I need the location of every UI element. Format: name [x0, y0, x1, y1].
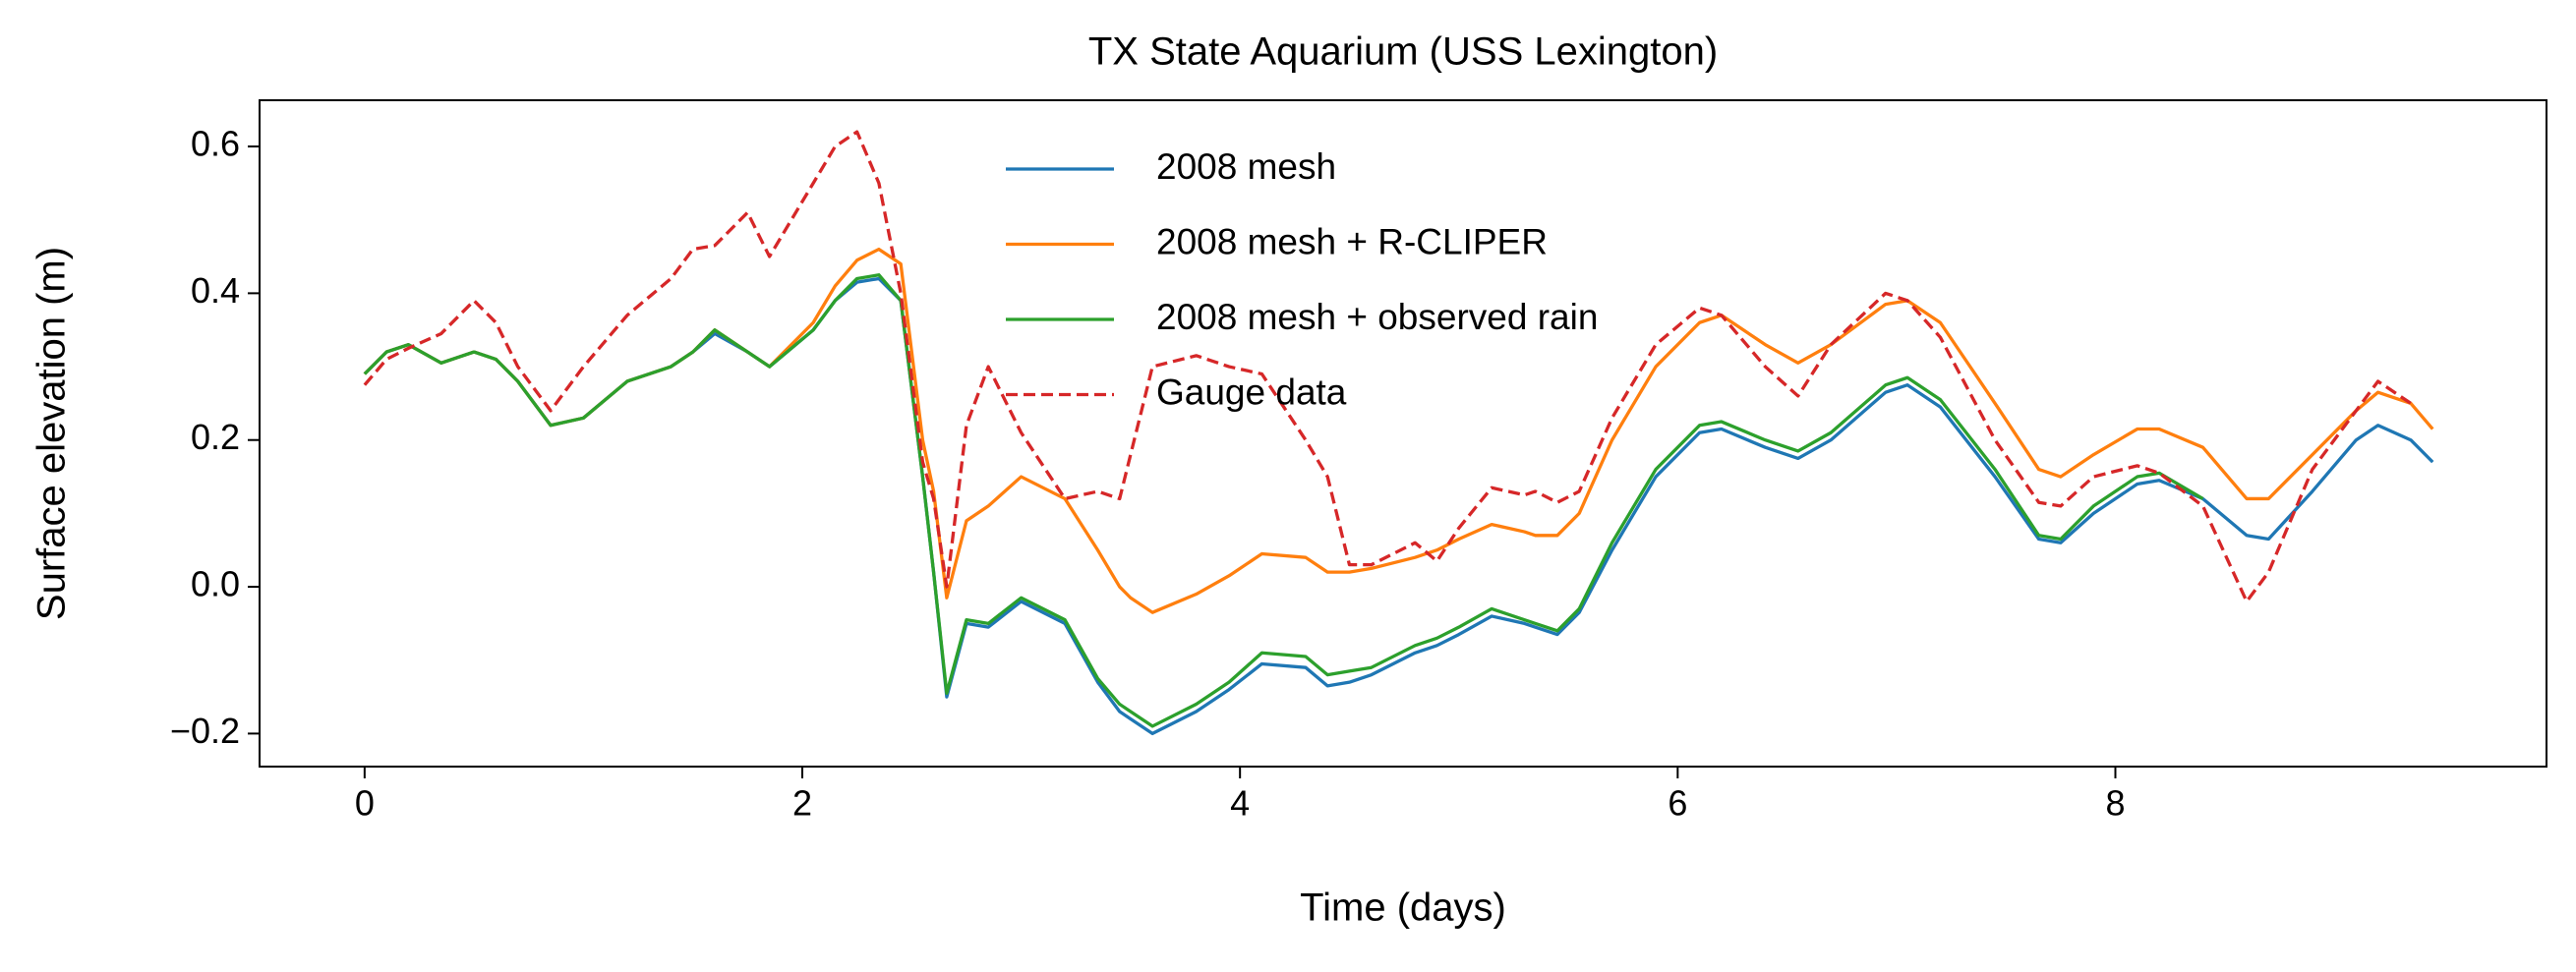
y-axis-label: Surface elevation (m) [30, 247, 74, 620]
y-tick-label: −0.2 [170, 711, 240, 751]
y-tick-label: 0.6 [191, 124, 240, 164]
y-tick-label: 0.4 [191, 270, 240, 311]
y-tick-label: 0.2 [191, 417, 240, 457]
legend-label: Gauge data [1156, 372, 1347, 412]
x-tick-label: 0 [355, 783, 375, 824]
series-line [363, 273, 2204, 728]
x-tick-label: 8 [2105, 783, 2125, 824]
x-tick-label: 2 [792, 783, 812, 824]
plot-frame [259, 99, 2547, 768]
chart-title: TX State Aquarium (USS Lexington) [1088, 30, 1718, 74]
series-line [363, 276, 2434, 736]
legend-label: 2008 mesh + observed rain [1156, 297, 1598, 337]
x-tick-label: 4 [1230, 783, 1250, 824]
legend-label: 2008 mesh + R-CLIPER [1156, 221, 1548, 261]
series-line [363, 130, 2412, 603]
y-tick-label: 0.0 [191, 564, 240, 604]
x-tick-label: 6 [1668, 783, 1687, 824]
legend-label: 2008 mesh [1156, 146, 1336, 187]
x-axis-label: Time (days) [1300, 886, 1506, 930]
